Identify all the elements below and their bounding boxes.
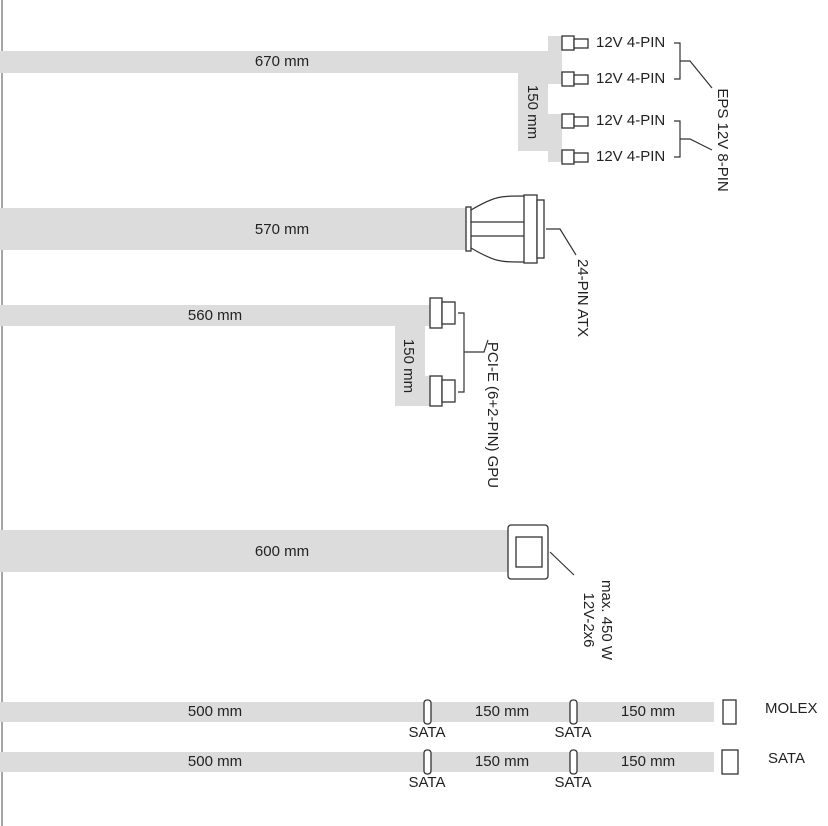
connector (561, 149, 575, 165)
cable (0, 208, 466, 250)
cable-label: max. 450 W (598, 580, 615, 661)
sata-tap (423, 699, 432, 725)
cable (0, 305, 430, 326)
connector (429, 297, 443, 329)
cable (0, 530, 510, 572)
segment-length: 150 mm (475, 703, 529, 720)
connector (573, 152, 589, 163)
cable (0, 51, 548, 73)
wires (470, 195, 525, 263)
connector (573, 74, 589, 85)
length: 600 mm (255, 543, 309, 560)
tap-label: SATA (409, 724, 446, 741)
cable-label: EPS 12V 8-PIN (714, 88, 731, 191)
cable (0, 702, 714, 722)
sata-tap (423, 749, 432, 775)
segment-length: 150 mm (475, 753, 529, 770)
length: 560 mm (188, 307, 242, 324)
branch-length: 150 mm (400, 339, 417, 393)
length: 670 mm (255, 53, 309, 70)
cable (548, 36, 562, 84)
pcie-cable: 560 mm 150 mm PCI-E (6+2-PIN) GPU (0, 297, 501, 488)
connector-label: 12V 4-PIN (596, 34, 665, 51)
connector (573, 116, 589, 127)
length: 570 mm (255, 221, 309, 238)
molex-connector (722, 699, 737, 725)
branch (395, 326, 425, 406)
connector (561, 35, 575, 51)
connector (561, 71, 575, 87)
cable (0, 752, 714, 772)
connector (441, 301, 456, 325)
sata-chain: 500 mm 150 mm 150 mm SATA SATA SATA (0, 749, 805, 791)
connector (429, 375, 443, 407)
tap-label: SATA (555, 724, 592, 741)
12v-2x6-cable: 600 mm 12V-2x6 max. 450 W (0, 524, 615, 661)
branch (518, 73, 548, 151)
segment-length: 150 mm (621, 753, 675, 770)
segment-length: 150 mm (621, 703, 675, 720)
tap-label: SATA (555, 774, 592, 791)
sata-tap (569, 749, 578, 775)
leader (549, 551, 575, 576)
connector (536, 199, 545, 259)
segment-length: 500 mm (188, 703, 242, 720)
cable-label: 24-PIN ATX (574, 259, 591, 337)
bracket (458, 312, 489, 393)
branch-length: 150 mm (524, 85, 541, 139)
cable (548, 114, 562, 162)
connector (465, 206, 472, 252)
atx-cable: 570 mm 24-PIN ATX (0, 194, 591, 337)
cable-label: 12V-2x6 (580, 592, 597, 647)
bracket (674, 42, 713, 158)
cable-label: PCI-E (6+2-PIN) GPU (484, 342, 501, 488)
tap-label: SATA (409, 774, 446, 791)
connector (573, 38, 589, 49)
connector-label: 12V 4-PIN (596, 148, 665, 165)
connector (441, 379, 456, 403)
connector (561, 113, 575, 129)
connector (523, 194, 538, 264)
segment-length: 500 mm (188, 753, 242, 770)
leader (546, 228, 577, 256)
end-label: SATA (768, 750, 805, 767)
end-label: MOLEX (765, 700, 818, 717)
molex-chain: 500 mm 150 mm 150 mm SATA SATA MOLEX (0, 699, 818, 741)
sata-connector (721, 749, 739, 775)
eps-cable: 670 mm 150 mm 12V 4-PIN 12V 4-PIN 12V 4-… (0, 34, 731, 192)
connector (515, 536, 543, 568)
sata-tap (569, 699, 578, 725)
connector-label: 12V 4-PIN (596, 70, 665, 87)
cable (425, 376, 431, 406)
connector-label: 12V 4-PIN (596, 112, 665, 129)
